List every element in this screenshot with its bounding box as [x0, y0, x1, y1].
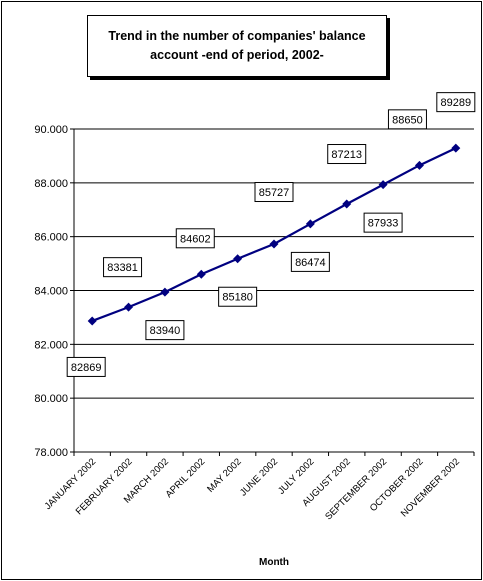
- data-label: 87213: [327, 144, 367, 165]
- x-tick-label: MAY 2002: [205, 456, 244, 495]
- data-label-box: [327, 144, 367, 165]
- x-tick-label: APRIL 2002: [164, 456, 208, 500]
- data-label-box: [66, 356, 106, 377]
- data-label-box: [363, 212, 403, 233]
- data-label-text: 85180: [222, 292, 253, 304]
- data-label: 88650: [387, 109, 427, 130]
- data-point-marker: [160, 287, 170, 297]
- data-label: 84602: [175, 228, 215, 249]
- x-axis-title: Month: [259, 557, 289, 568]
- y-tick-label: 90.000: [34, 124, 68, 136]
- data-label-text: 83381: [107, 262, 138, 274]
- data-point-marker: [196, 269, 206, 279]
- chart-title: Trend in the number of companies' balanc…: [87, 15, 387, 77]
- data-label: 83940: [145, 320, 185, 341]
- data-label-box: [387, 109, 427, 130]
- y-tick-label: 86.000: [34, 232, 68, 244]
- data-point-marker: [305, 219, 315, 229]
- data-label-box: [436, 92, 476, 113]
- data-label-box: [254, 182, 294, 203]
- data-label-box: [175, 228, 215, 249]
- data-label-text: 82869: [71, 362, 102, 374]
- y-tick-label: 78.000: [34, 447, 68, 459]
- data-label-text: 85727: [259, 187, 290, 199]
- data-label: 86474: [290, 251, 330, 272]
- data-label: 89289: [436, 92, 476, 113]
- data-label-text: 83940: [150, 325, 181, 337]
- data-label-text: 87213: [331, 149, 362, 161]
- data-point-marker: [414, 160, 424, 170]
- data-label-box: [103, 257, 143, 278]
- data-label: 83381: [103, 257, 143, 278]
- data-label: 87933: [363, 212, 403, 233]
- y-tick-label: 84.000: [34, 286, 68, 298]
- x-tick-label: SEPTEMBER 2002: [323, 456, 389, 522]
- y-tick-label: 80.000: [34, 393, 68, 405]
- data-label-text: 88650: [392, 114, 423, 126]
- y-tick-label: 88.000: [34, 178, 68, 190]
- data-label-box: [218, 286, 258, 307]
- data-label: 85180: [218, 286, 258, 307]
- data-point-marker: [451, 143, 461, 153]
- data-point-marker: [87, 316, 97, 326]
- data-label: 85727: [254, 182, 294, 203]
- data-label-box: [290, 251, 330, 272]
- data-point-marker: [342, 199, 352, 209]
- data-point-marker: [269, 239, 279, 249]
- data-point-marker: [378, 180, 388, 190]
- data-label-text: 86474: [295, 257, 326, 269]
- data-label-text: 87933: [368, 218, 399, 230]
- x-tick-label: JUNE 2002: [238, 456, 280, 498]
- series-line: [91, 147, 457, 322]
- data-point-marker: [233, 254, 243, 264]
- data-label: 82869: [66, 356, 106, 377]
- y-tick-label: 82.000: [34, 339, 68, 351]
- data-label-box: [145, 320, 185, 341]
- data-label-text: 84602: [180, 233, 211, 245]
- data-point-marker: [124, 302, 134, 312]
- data-label-text: 89289: [441, 97, 472, 109]
